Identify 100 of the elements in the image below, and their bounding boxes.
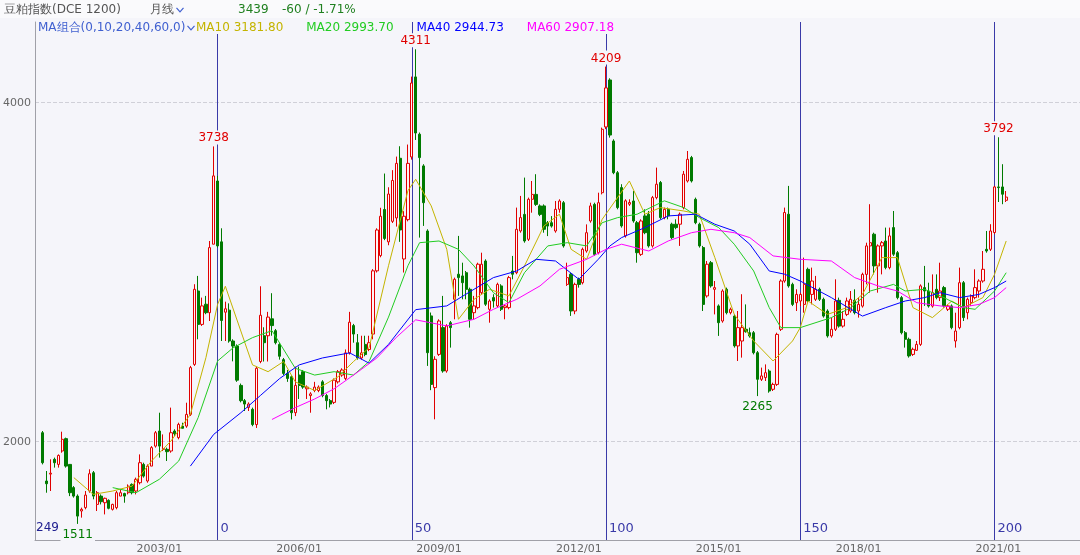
- candlestick: [958, 267, 961, 330]
- candlestick: [96, 490, 99, 512]
- candlestick: [80, 507, 83, 519]
- candlestick: [61, 431, 64, 454]
- candlestick: [298, 366, 301, 400]
- candlestick: [740, 293, 744, 359]
- candlestick: [647, 210, 650, 249]
- candlestick: [123, 492, 126, 504]
- candlestick: [597, 192, 600, 255]
- candlestick: [49, 458, 52, 492]
- candlestick: [775, 332, 779, 387]
- candlestick: [869, 203, 872, 294]
- candlestick: [690, 155, 693, 184]
- x-tick-label: 2009/01: [416, 542, 462, 555]
- candlestick: [810, 267, 814, 305]
- candlestick: [1005, 190, 1008, 203]
- ref-line-label: 200: [997, 520, 1023, 535]
- candlestick: [604, 66, 608, 130]
- candlestick: [212, 145, 215, 245]
- candlestick: [422, 163, 425, 227]
- candlestick: [441, 295, 445, 374]
- chart-title: 豆粕指数(DCE 1200): [4, 1, 121, 18]
- candlestick: [99, 493, 103, 505]
- candlestick: [663, 207, 666, 220]
- ref-line-label: 0: [220, 520, 229, 535]
- candlestick: [418, 132, 421, 239]
- candlestick: [41, 430, 44, 465]
- candlestick: [204, 295, 208, 315]
- candlestick: [115, 490, 118, 510]
- candlestick: [488, 298, 491, 324]
- candlestick: [721, 288, 724, 324]
- candlestick: [165, 447, 169, 462]
- candlestick: [169, 407, 173, 454]
- x-tick-label: 2003/01: [136, 542, 183, 555]
- candlestick: [884, 227, 887, 270]
- candlestick: [259, 285, 262, 364]
- candlestick: [950, 303, 953, 330]
- candlestick: [235, 343, 239, 383]
- candlestick: [197, 275, 200, 340]
- candlestick: [841, 310, 845, 329]
- candlestick: [433, 355, 437, 420]
- candlestick: [484, 258, 487, 307]
- y-tick-label: 4000: [2, 95, 31, 109]
- annotation: 1511: [62, 526, 93, 541]
- candlestick: [492, 293, 495, 309]
- candlestick: [224, 301, 227, 342]
- candlestick: [659, 180, 662, 220]
- x-tick-label: 2012/01: [556, 542, 602, 555]
- ref-line-label: 150: [803, 520, 829, 535]
- candlestick: [523, 177, 526, 244]
- candlestick: [973, 268, 977, 300]
- candlestick: [290, 374, 293, 420]
- candlestick: [589, 202, 592, 224]
- candlestick: [437, 318, 441, 357]
- ref-line-label: 100: [609, 520, 634, 535]
- candlestick: [872, 232, 876, 275]
- candlestick: [713, 280, 716, 315]
- annotation: 4209: [590, 50, 622, 65]
- annotation: MA组合(0,10,20,40,60,0): [38, 19, 187, 35]
- candlestick: [410, 76, 413, 161]
- candlestick: [601, 127, 604, 195]
- text: MA60 2907.18: [526, 20, 615, 34]
- candlestick: [729, 307, 732, 315]
- candlestick: [768, 368, 771, 394]
- candlestick: [53, 457, 56, 469]
- candlestick: [329, 398, 332, 408]
- candlestick: [449, 320, 452, 349]
- candlestick: [57, 453, 60, 469]
- candlestick: [919, 283, 922, 347]
- candlestick: [678, 212, 682, 247]
- candlestick: [92, 470, 95, 500]
- candlestick: [573, 282, 577, 315]
- candlestick: [193, 283, 196, 367]
- candlestick: [309, 391, 312, 414]
- candlestick: [181, 422, 184, 429]
- candlestick: [270, 292, 274, 337]
- candlestick: [158, 412, 161, 459]
- candlestick: [445, 323, 448, 374]
- annotation: 249: [36, 520, 59, 534]
- candlestick: [760, 367, 763, 382]
- candlestick: [45, 470, 48, 494]
- candlestick: [803, 257, 806, 314]
- text: MA40 2944.73: [416, 20, 504, 34]
- text: MA20 2993.70: [306, 20, 394, 34]
- candlestick: [806, 267, 810, 304]
- candlestick: [705, 260, 709, 299]
- candlestick: [608, 77, 612, 139]
- candlestick: [251, 407, 254, 427]
- text: 月线: [150, 1, 175, 18]
- x-tick-label: 2021/01: [975, 542, 1022, 555]
- candlestick: [263, 326, 266, 363]
- candlestick: [670, 222, 674, 240]
- annotation: 2265: [742, 399, 773, 414]
- ref-line-label: 50: [414, 520, 432, 535]
- x-tick-label: 2015/01: [695, 542, 742, 555]
- x-tick-label: 2006/01: [276, 542, 323, 555]
- candlestick: [208, 240, 211, 322]
- line-series: [189, 213, 1007, 467]
- candlestick: [414, 48, 417, 141]
- candlestick: [457, 235, 460, 297]
